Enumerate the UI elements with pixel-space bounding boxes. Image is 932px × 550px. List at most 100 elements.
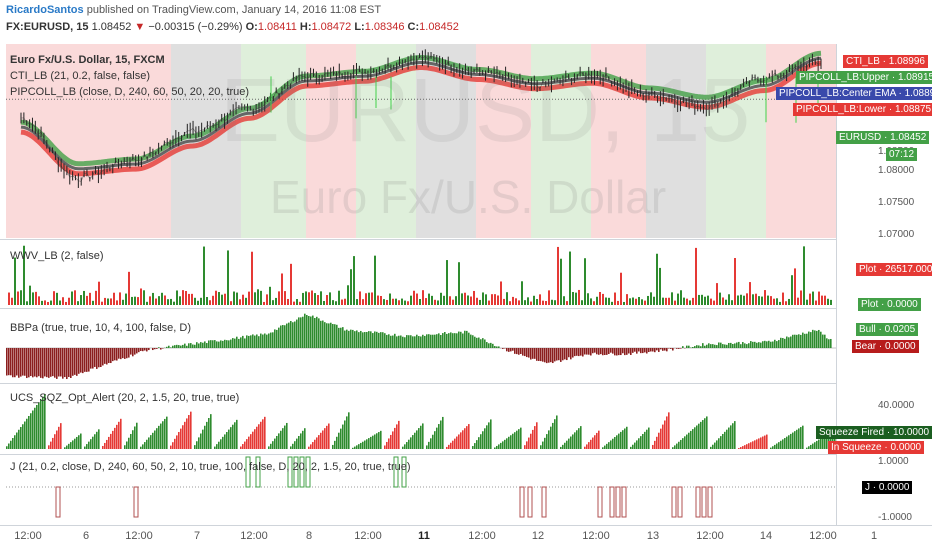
wwv-bar — [197, 300, 199, 305]
bbp-bull-bar — [424, 335, 426, 348]
ucs-momentum-bar — [166, 416, 168, 449]
bbp-bull-bar — [458, 331, 460, 348]
ucs-momentum-bar — [14, 435, 16, 449]
ucs-momentum-bar — [338, 432, 340, 449]
wwv-bar — [140, 288, 142, 305]
ucs-momentum-bar — [500, 442, 502, 449]
wwv-bar — [722, 297, 724, 305]
wwv-bar — [353, 256, 355, 305]
wwv-bar — [797, 297, 799, 305]
ucs-momentum-bar — [710, 446, 712, 449]
bbp-bear-bar — [578, 348, 580, 357]
bbp-bear-bar — [6, 348, 8, 376]
wwv-bar — [716, 283, 718, 305]
ucs-momentum-bar — [510, 435, 512, 449]
ucs-momentum-bar — [556, 415, 558, 449]
bbp-bull-bar — [322, 320, 324, 348]
bbp-bull-bar — [696, 345, 698, 348]
bbp-bull-bar — [312, 315, 314, 348]
ucs-momentum-bar — [622, 430, 624, 449]
wwv-bar — [779, 301, 781, 305]
time-axis[interactable]: 12:00 6 12:00 7 12:00 8 12:00 11 12:00 12 12:00 13 1… — [6, 526, 877, 550]
bbp-pane[interactable]: BBPa (true, true, 10, 4, 100, false, D) — [6, 310, 836, 382]
pipcoll-indicator-label[interactable]: PIPCOLL_LB (close, D, 240, 60, 50, 20, 2… — [10, 86, 250, 98]
bbp-bull-bar — [686, 345, 688, 348]
bbp-bear-bar — [112, 348, 114, 362]
ucs-momentum-bar — [190, 411, 192, 449]
author-link[interactable]: RicardoSantos — [6, 4, 84, 16]
bbp-bull-bar — [354, 331, 356, 348]
publish-line: RicardoSantos published on TradingView.c… — [6, 4, 381, 16]
bbp-bear-bar — [94, 348, 96, 367]
bbp-bull-bar — [470, 334, 472, 348]
wwv-bar — [206, 296, 208, 305]
bbp-bull-bar — [766, 341, 768, 348]
bbp-bull-bar — [302, 316, 304, 348]
ucs-momentum-bar — [326, 425, 328, 449]
ucs-momentum-bar — [788, 435, 790, 449]
ucs-momentum-bar — [364, 440, 366, 449]
bbp-bull-bar — [736, 342, 738, 348]
price-pane[interactable]: Euro Fx/U.S. Dollar, 15, FXCM CTI_LB (21… — [6, 44, 836, 238]
bbp-bull-bar — [256, 334, 258, 348]
open-value: 1.08411 — [257, 21, 297, 33]
wwv-bar — [749, 282, 751, 305]
bbp-bull-bar — [460, 331, 462, 348]
cti-indicator-label[interactable]: CTI_LB (21, 0.2, false, false) — [10, 70, 151, 82]
wwv-bar — [746, 293, 748, 305]
wwv-bar — [107, 298, 109, 305]
bbp-bear-bar — [508, 348, 510, 352]
bbp-bear-bar — [26, 348, 28, 379]
wwv-bar — [455, 296, 457, 305]
bbp-bear-bar — [126, 348, 128, 359]
bbp-bear-bar — [50, 348, 52, 377]
bbp-bull-bar — [776, 341, 778, 348]
ucs-momentum-bar — [652, 444, 654, 449]
ucs-momentum-bar — [744, 445, 746, 449]
ucs-momentum-bar — [102, 445, 104, 449]
wwv-bar — [815, 300, 817, 305]
ucs-momentum-bar — [262, 419, 264, 449]
squeeze-fired-tag: Squeeze Fired · 10.0000 — [816, 426, 932, 439]
high-value: 1.08472 — [311, 21, 352, 33]
ucs-momentum-bar — [534, 426, 536, 449]
wwv-bar — [257, 289, 259, 305]
bbp-bull-bar — [262, 334, 264, 348]
j-pane[interactable]: J (21, 0.2, close, D, 240, 60, 50, 2, 10… — [6, 456, 836, 524]
bbp-bull-bar — [324, 322, 326, 348]
wwv-bar — [17, 291, 19, 305]
wwv-bar — [131, 296, 133, 305]
ucs-tick: 40.0000 — [878, 400, 915, 411]
ucs-momentum-bar — [724, 431, 726, 449]
ucs-momentum-bar — [776, 443, 778, 449]
bbp-bear-bar — [122, 348, 124, 359]
bbp-bull-bar — [292, 322, 294, 348]
ucs-pane[interactable]: UCS_SQZ_Opt_Alert (20, 2, 1.5, 20, true,… — [6, 385, 836, 453]
bbp-bull-bar — [166, 346, 168, 348]
ucs-momentum-bar — [112, 430, 114, 449]
wwv-bar — [806, 299, 808, 305]
ucs-momentum-bar — [808, 446, 810, 449]
bbp-bear-bar — [568, 348, 570, 358]
ucs-momentum-bar — [50, 441, 52, 449]
wwv-bar — [329, 292, 331, 305]
ucs-momentum-bar — [780, 440, 782, 449]
bbp-bull-bar — [754, 341, 756, 348]
wwv-bar — [617, 300, 619, 305]
wwv-bar — [143, 290, 145, 305]
wwv-bar — [626, 294, 628, 305]
wwv-bar — [275, 297, 277, 305]
ucs-momentum-bar — [802, 425, 804, 449]
bbp-bear-bar — [620, 348, 622, 356]
bbp-bear-bar — [562, 348, 564, 361]
ucs-momentum-bar — [806, 447, 808, 449]
wwv-pane[interactable]: WWV_LB (2, false) — [6, 241, 836, 307]
wwv-bar — [245, 297, 247, 305]
bbp-bear-bar — [8, 348, 10, 376]
bbp-bear-bar — [664, 348, 666, 351]
ucs-momentum-bar — [226, 431, 228, 449]
price-line — [20, 54, 822, 182]
wwv-bar — [755, 293, 757, 305]
bbp-bear-bar — [106, 348, 108, 365]
wwv-bar — [668, 297, 670, 305]
